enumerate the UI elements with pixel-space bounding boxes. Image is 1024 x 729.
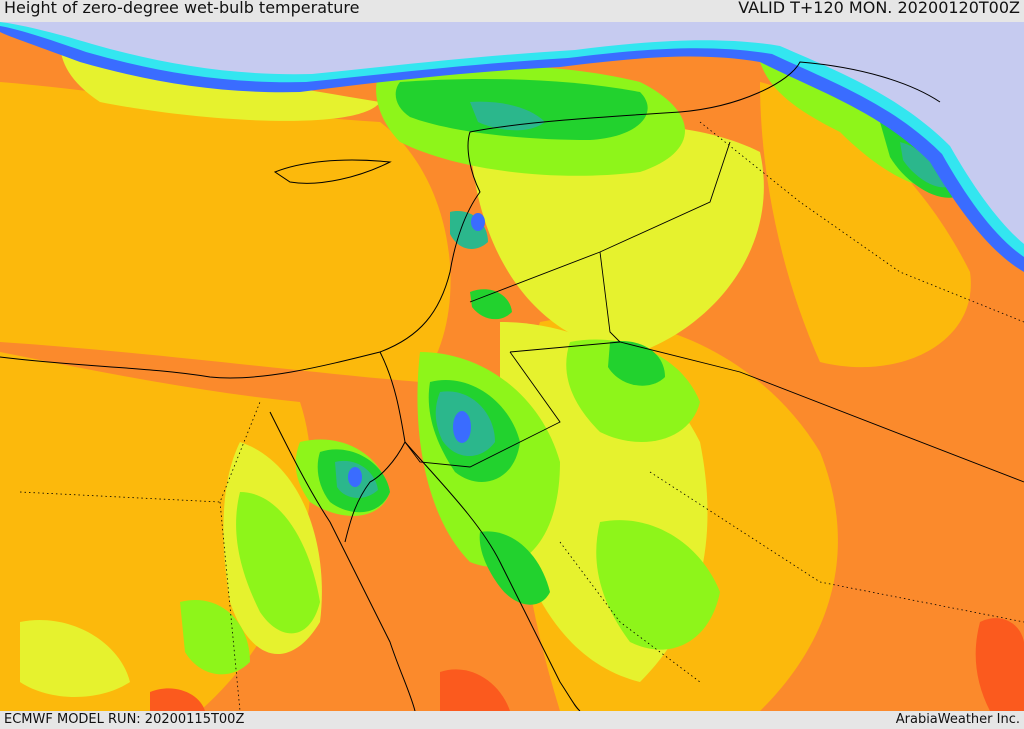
internal-boundaries — [19, 121, 1024, 711]
field-red — [150, 618, 1024, 711]
field-north-cold — [0, 22, 1024, 272]
map-title: Height of zero-degree wet-bulb temperatu… — [4, 0, 360, 17]
header-bar: Height of zero-degree wet-bulb temperatu… — [0, 0, 1024, 22]
model-run: ECMWF MODEL RUN: 20200115T00Z — [4, 712, 245, 727]
map-canvas — [0, 22, 1024, 711]
valid-time: VALID T+120 MON. 20200120T00Z — [738, 0, 1020, 17]
footer-bar: ECMWF MODEL RUN: 20200115T00Z ArabiaWeat… — [0, 711, 1024, 729]
forecast-map — [0, 22, 1024, 711]
credit-text: ArabiaWeather Inc. — [895, 712, 1020, 727]
field-blue-spots — [348, 213, 485, 487]
boundaries — [404, 141, 1024, 483]
coastlines — [0, 61, 941, 711]
